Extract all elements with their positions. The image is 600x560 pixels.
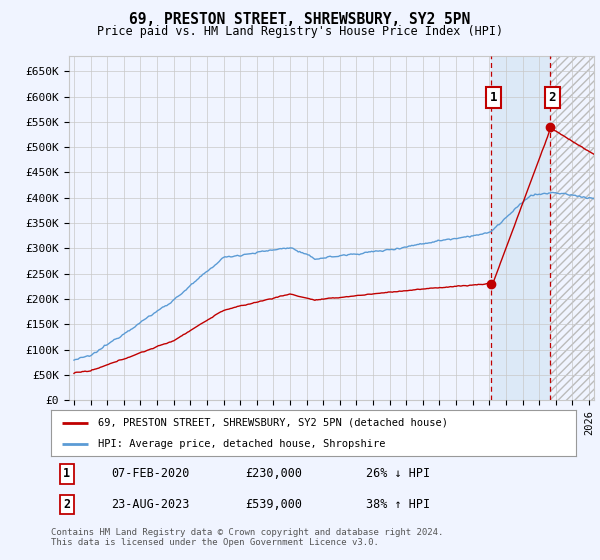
- Text: Price paid vs. HM Land Registry's House Price Index (HPI): Price paid vs. HM Land Registry's House …: [97, 25, 503, 38]
- Text: 1: 1: [490, 91, 497, 104]
- Text: 1: 1: [63, 468, 70, 480]
- Text: HPI: Average price, detached house, Shropshire: HPI: Average price, detached house, Shro…: [98, 439, 386, 449]
- Text: 2: 2: [63, 498, 70, 511]
- Text: 69, PRESTON STREET, SHREWSBURY, SY2 5PN (detached house): 69, PRESTON STREET, SHREWSBURY, SY2 5PN …: [98, 418, 448, 428]
- Bar: [550, 56, 600, 400]
- Text: 2: 2: [548, 91, 556, 104]
- Bar: [550, 31, 600, 400]
- Text: 26% ↓ HPI: 26% ↓ HPI: [366, 468, 430, 480]
- Text: £539,000: £539,000: [245, 498, 302, 511]
- Text: 23-AUG-2023: 23-AUG-2023: [112, 498, 190, 511]
- Text: 38% ↑ HPI: 38% ↑ HPI: [366, 498, 430, 511]
- Text: £230,000: £230,000: [245, 468, 302, 480]
- Text: 07-FEB-2020: 07-FEB-2020: [112, 468, 190, 480]
- Text: 69, PRESTON STREET, SHREWSBURY, SY2 5PN: 69, PRESTON STREET, SHREWSBURY, SY2 5PN: [130, 12, 470, 27]
- Text: Contains HM Land Registry data © Crown copyright and database right 2024.
This d: Contains HM Land Registry data © Crown c…: [51, 528, 443, 547]
- Bar: [491, 56, 550, 400]
